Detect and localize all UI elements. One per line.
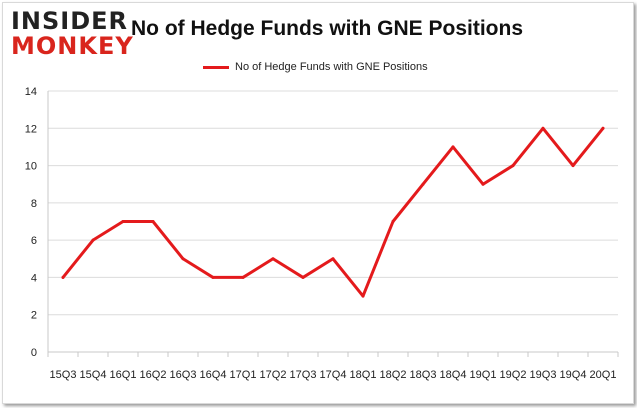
series-line	[61, 126, 605, 298]
chart-title: No of Hedge Funds with GNE Positions	[131, 17, 523, 40]
data-point	[391, 220, 395, 223]
x-tick-label: 17Q4	[320, 369, 347, 381]
data-point	[451, 145, 455, 149]
y-tick-label: 8	[31, 198, 37, 210]
data-point	[91, 238, 95, 242]
x-tick-label: 16Q4	[200, 369, 227, 381]
y-tick-label: 14	[25, 86, 37, 98]
data-point	[241, 275, 245, 279]
y-tick-label: 12	[25, 123, 37, 135]
insider-monkey-logo: INSIDER MONKEY	[11, 9, 134, 58]
legend-line-swatch	[203, 65, 229, 69]
x-tick-label: 15Q4	[80, 369, 107, 381]
data-point	[571, 164, 575, 168]
data-point	[301, 275, 305, 279]
x-tick-label: 16Q1	[110, 369, 137, 381]
chart-legend: No of Hedge Funds with GNE Positions	[203, 61, 428, 73]
y-tick-label: 6	[31, 235, 37, 247]
legend-label: No of Hedge Funds with GNE Positions	[235, 61, 428, 73]
data-point	[601, 126, 605, 130]
data-point	[271, 257, 275, 261]
x-tick-label: 19Q1	[470, 369, 497, 381]
x-tick-label: 17Q2	[260, 369, 287, 381]
x-tick-label: 18Q3	[410, 369, 437, 381]
logo-text-top: INSIDER	[11, 7, 129, 35]
logo-text-bottom: MONKEY	[11, 32, 134, 60]
x-tick-label: 18Q4	[440, 369, 467, 381]
chart-frame: INSIDER MONKEY No of Hedge Funds with GN…	[2, 2, 634, 404]
x-tick-label: 18Q1	[350, 369, 377, 381]
data-point	[61, 275, 65, 279]
data-point	[511, 164, 515, 168]
data-point	[421, 182, 425, 186]
data-point	[211, 275, 215, 279]
data-point	[121, 220, 125, 223]
data-point	[181, 257, 185, 261]
y-tick-label: 2	[31, 310, 37, 322]
x-tick-label: 19Q4	[560, 369, 587, 381]
data-point	[541, 126, 545, 130]
data-point	[331, 257, 335, 261]
y-tick-label: 0	[31, 347, 37, 359]
x-tick-label: 18Q2	[380, 369, 407, 381]
x-tick-label: 16Q2	[140, 369, 167, 381]
x-tick-label: 20Q1	[590, 369, 617, 381]
x-tick-label: 15Q3	[50, 369, 77, 381]
x-tick-label: 19Q2	[500, 369, 527, 381]
x-tick-label: 16Q3	[170, 369, 197, 381]
data-point	[361, 294, 365, 298]
x-tick-label: 17Q3	[290, 369, 317, 381]
y-tick-label: 4	[31, 272, 37, 284]
data-point	[481, 182, 485, 186]
data-point	[151, 220, 155, 223]
x-tick-label: 17Q1	[230, 369, 257, 381]
x-tick-label: 19Q3	[530, 369, 557, 381]
y-tick-label: 10	[25, 161, 37, 173]
